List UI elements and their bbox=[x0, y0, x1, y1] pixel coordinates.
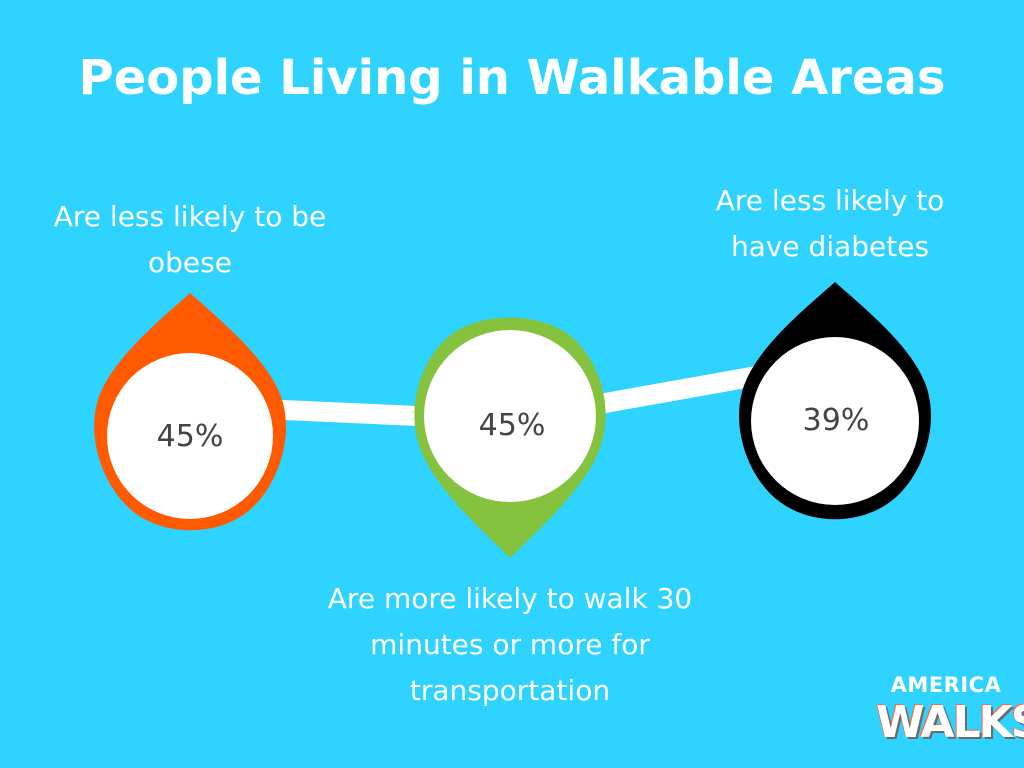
stat-caption-walk: Are more likely to walk 30 minutes or mo… bbox=[327, 582, 693, 707]
page-title: People Living in Walkable Areas bbox=[78, 50, 946, 106]
value-circle-obese bbox=[107, 353, 273, 519]
stat-caption-obese: Are less likely to be obese bbox=[53, 200, 327, 279]
value-circle-diabetes bbox=[751, 337, 919, 505]
logo-line-1: AMERICA bbox=[890, 673, 1002, 697]
stat-value-obese: 45% bbox=[156, 419, 224, 454]
stat-caption-diabetes: Are less likely to have diabetes bbox=[715, 184, 945, 263]
stat-value-walk: 45% bbox=[478, 408, 546, 443]
value-circle-walk bbox=[424, 330, 596, 502]
logo-line-2: WALKS bbox=[876, 697, 1024, 748]
stat-value-diabetes: 39% bbox=[802, 403, 870, 438]
america-walks-logo: AMERICA WALKS bbox=[876, 672, 1024, 756]
